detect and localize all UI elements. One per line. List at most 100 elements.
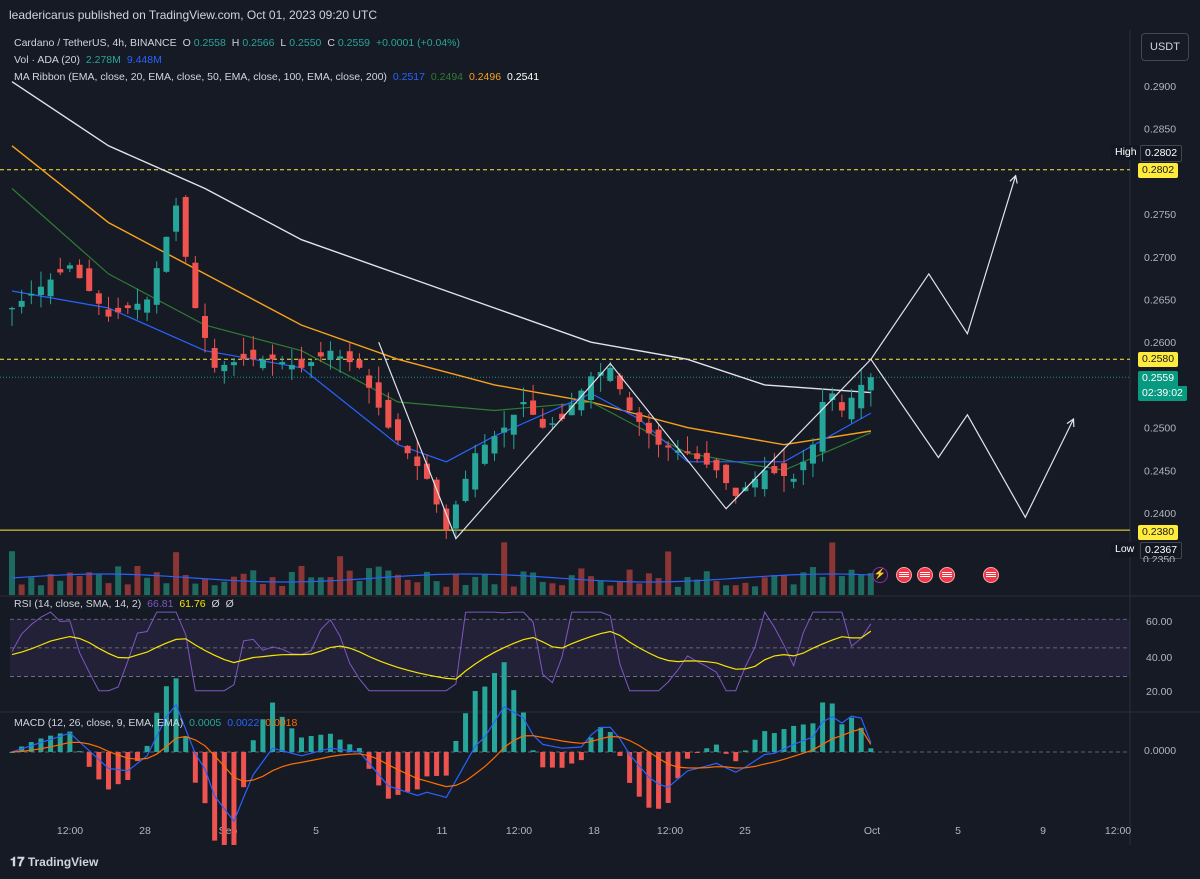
publisher-text: leadericarus published on TradingView.co…: [9, 8, 377, 22]
candle-body: [279, 362, 286, 365]
macd-histogram-bar: [588, 737, 594, 752]
candle-body: [259, 359, 266, 369]
macd-histogram-bar: [424, 752, 430, 777]
volume-bar: [636, 583, 643, 595]
candle-body: [530, 400, 537, 415]
us-flag-event-icon[interactable]: [896, 567, 912, 583]
volume-bar: [95, 574, 102, 595]
volume-bar: [317, 577, 324, 595]
volume-bar: [346, 570, 353, 595]
macd-histogram-bar: [434, 752, 440, 776]
macd-histogram-bar: [385, 752, 391, 799]
us-flag-event-icon[interactable]: [917, 567, 933, 583]
ema20-line: [11, 290, 872, 463]
low-tag: Low: [1111, 542, 1139, 557]
volume-bar: [655, 578, 662, 595]
candle-body: [626, 397, 633, 411]
price-chart[interactable]: 0.29000.28500.28000.27500.27000.26500.26…: [0, 30, 1200, 845]
macd-histogram-bar: [704, 748, 710, 752]
low-price-tag: 0.2367: [1140, 542, 1183, 559]
candle-body: [124, 305, 131, 309]
volume-bar: [366, 568, 373, 595]
candle-body: [867, 377, 874, 391]
y-tick-label: 0.2850: [1144, 124, 1176, 136]
macd-histogram-bar: [144, 745, 150, 752]
candle-body: [414, 456, 421, 467]
candle-body: [9, 308, 15, 310]
volume-bar: [549, 583, 556, 595]
candle-body: [18, 300, 25, 307]
candle-body: [588, 376, 594, 401]
candle-body: [848, 397, 855, 420]
macd-histogram-bar: [202, 752, 208, 804]
volume-bar: [144, 577, 151, 595]
x-tick-label: Oct: [864, 825, 880, 837]
volume-bar: [771, 575, 778, 595]
volume-bar: [105, 583, 112, 595]
candle-body: [105, 309, 112, 317]
x-tick-label: 5: [955, 825, 961, 837]
macd-histogram-bar: [9, 752, 15, 753]
volume-value: 2.278M: [85, 54, 121, 66]
volume-bar: [269, 577, 276, 595]
volume-bar: [86, 572, 93, 595]
candle-body: [559, 413, 566, 420]
candle-body: [771, 466, 778, 474]
symbol-legend: Cardano / TetherUS, 4h, BINANCE O 0.2558 …: [14, 37, 463, 49]
macd-histogram-bar: [549, 752, 555, 768]
volume-bar: [250, 570, 257, 595]
candle-body: [809, 444, 816, 464]
volume-bar: [9, 551, 15, 595]
lightning-icon[interactable]: ⚡: [872, 567, 888, 583]
macd-histogram-bar: [270, 702, 276, 752]
volume-bar: [124, 584, 131, 595]
candle-body: [655, 429, 662, 445]
macd-histogram-bar: [463, 713, 469, 752]
candle-body: [510, 414, 517, 435]
macd-histogram-bar: [38, 738, 44, 752]
us-flag-event-icon[interactable]: [939, 567, 955, 583]
macd-histogram-bar: [376, 752, 382, 786]
currency-button[interactable]: USDT: [1141, 33, 1189, 61]
candle-body: [163, 236, 170, 272]
volume-bar: [665, 551, 672, 595]
rsi-na-2: Ø: [225, 598, 234, 610]
candle-body: [211, 347, 218, 368]
volume-bar: [452, 574, 459, 595]
volume-bar: [163, 583, 170, 595]
candle-body: [86, 268, 93, 291]
low-value: 0.2550: [289, 37, 322, 49]
candle-body: [694, 453, 701, 459]
candle-body: [819, 401, 826, 452]
volume-bar: [501, 542, 508, 595]
volume-bar: [240, 573, 247, 595]
candle-body: [636, 412, 643, 422]
volume-bar: [790, 584, 797, 595]
macd-histogram-bar: [598, 727, 604, 752]
candle-body: [790, 478, 797, 482]
volume-bar: [838, 576, 845, 595]
us-flag-event-icon[interactable]: [983, 567, 999, 583]
rsi-axis-20: 20.00: [1146, 686, 1173, 698]
macd-histogram-bar: [356, 748, 362, 752]
macd-histogram-bar: [134, 752, 140, 762]
high-price-tag: 0.2802: [1140, 145, 1183, 162]
candle-body: [452, 504, 459, 529]
candle-body: [37, 286, 44, 296]
candle-body: [192, 262, 199, 309]
volume-bar: [510, 586, 517, 595]
volume-bar: [327, 577, 334, 595]
volume-bar: [559, 585, 566, 595]
tradingview-logo[interactable]: 𝟏𝟕 TradingView: [10, 854, 98, 870]
candle-body: [645, 422, 652, 434]
level-2802-tag: 0.2802: [1138, 163, 1179, 178]
macd-histogram-bar: [607, 732, 613, 752]
volume-bar: [153, 572, 160, 595]
candle-body: [703, 452, 710, 465]
volume-bar: [616, 581, 623, 595]
chart-area[interactable]: 0.29000.28500.28000.27500.27000.26500.26…: [0, 30, 1200, 845]
volume-ma-value: 9.448M: [126, 54, 162, 66]
tv-brand-text: TradingView: [27, 855, 99, 869]
macd-histogram-bar: [472, 691, 478, 752]
macd-histogram-bar: [366, 752, 372, 769]
